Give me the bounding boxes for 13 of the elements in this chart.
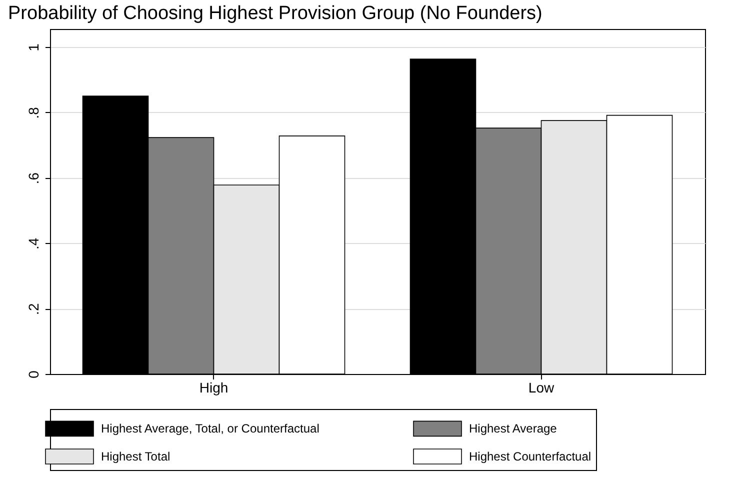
y-tick-label: .8 <box>26 106 42 119</box>
y-tick-label: 1 <box>26 43 42 52</box>
legend-label: Highest Counterfactual <box>469 450 592 464</box>
y-tick-label: .6 <box>26 172 42 184</box>
y-tick-label: .4 <box>26 238 42 250</box>
x-tick-label: High <box>199 380 228 396</box>
y-tick-label: 0 <box>26 370 42 378</box>
legend-label: Highest Average <box>469 422 558 436</box>
legend-label: Highest Average, Total, or Counterfactual <box>101 422 320 436</box>
y-tick-label: .2 <box>26 303 42 315</box>
x-tick-label: Low <box>528 380 555 396</box>
chart-title: Probability of Choosing Highest Provision Group (No Founders) <box>8 3 542 24</box>
legend-label: Highest Total <box>101 450 170 464</box>
